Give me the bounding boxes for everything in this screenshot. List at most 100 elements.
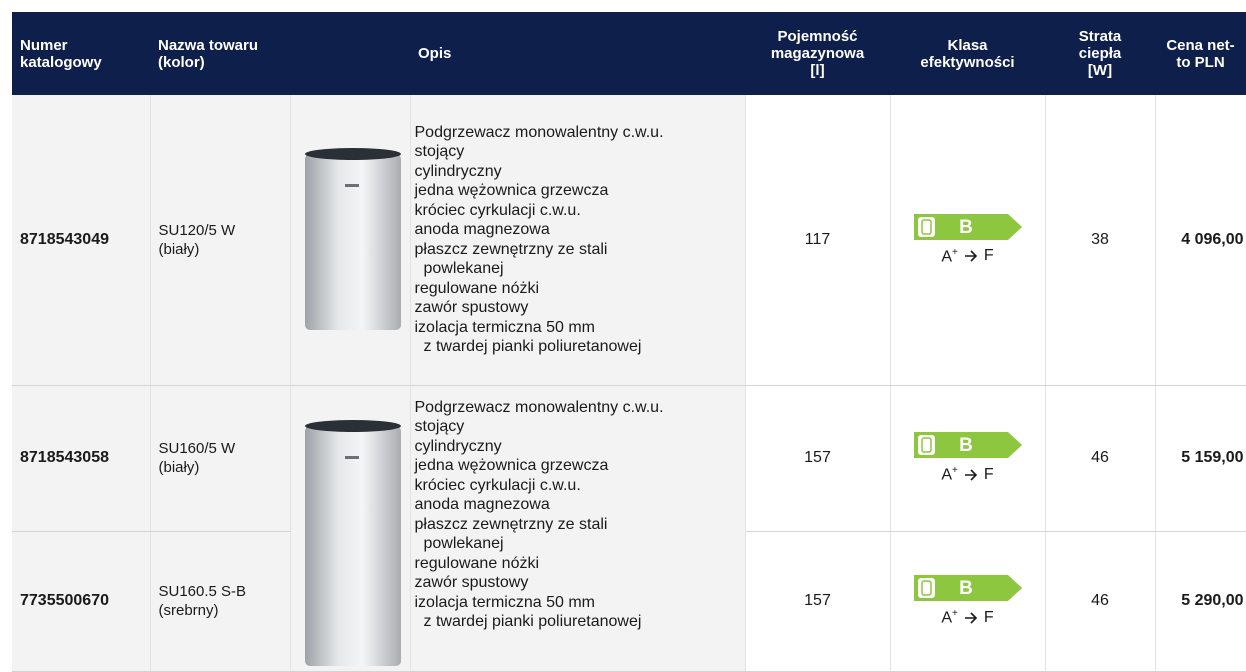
range-from: A+ [941,465,958,484]
efficiency-cell: B A+ F [890,95,1046,386]
image-cell [290,385,411,672]
description-text: jedna wężownica grzewcza [414,457,609,474]
header-text: Pojemność [777,28,858,45]
description-item: stojący [415,417,741,437]
product-color: (biały) [158,459,200,477]
heat-loss: 46 [1045,531,1156,672]
product-image [304,419,401,666]
efficiency-range: A+ F [914,608,1022,627]
energy-arrow: B [913,432,1022,459]
description-item: z twardej pianki poliuretanowej [415,612,741,632]
description-item: króciec cyrkulacji c.w.u. [415,201,741,221]
product-name: SU160.5 S-B [158,583,247,601]
range-arrow [964,469,977,481]
header-text: (kolor) [158,53,205,71]
table-row: 7735500670 SU160.5 S-B (srebrny) 157 B A+ F 46 5… [12,531,1246,672]
tank-icon-inner [920,218,932,235]
description-text: cylindryczny [414,437,502,455]
header-text: [l] [810,62,825,79]
class-text: B [959,217,973,238]
range-from: A+ [941,246,958,265]
product-name-cell: SU120/5 W (biały) [150,95,291,386]
range-from-sup: + [952,465,958,477]
product-name-cell: SU160/5 W (biały) [150,385,291,533]
header-text: Opis [418,45,452,62]
image-cell [290,95,411,386]
price: 5 290,00 [1155,531,1246,672]
range-to: F [983,465,994,483]
column-header: Cena net-to PLN [1155,12,1246,95]
description-text: zawór spustowy [414,574,529,591]
header-text: Klasa [947,36,988,54]
catalog-number: 8718543058 [12,385,151,533]
description-text: regulowane nóżki [414,279,540,297]
tank-icon-inner [920,580,932,596]
description-item: cylindryczny [415,162,741,182]
description-text: króciec cyrkulacji c.w.u. [414,476,581,494]
description-text: cylindryczny [414,162,502,180]
efficiency-range: A+ F [914,465,1022,484]
table-body: 8718543049 SU120/5 W (biały) Podgrzewacz mo… [12,95,1246,672]
description-cell: Podgrzewacz monowalentny c.w.u. stojący cy… [410,385,746,672]
tank-top [304,419,401,432]
description-text: z twardej pianki poliuretanowej [423,338,642,356]
description-item: regulowane nóżki [415,554,741,574]
capacity: 117 [745,95,891,386]
column-header: Numer katalogowy [12,12,150,95]
description-text: płaszcz zewnętrzny ze stali [414,240,608,258]
tank-logo [344,184,359,188]
description-cell: Podgrzewacz monowalentny c.w.u. stojący cy… [410,95,746,386]
description-text: anoda magnezowa [414,221,550,239]
description-item: płaszcz zewnętrzny ze stali [415,515,741,535]
header-text: katalogowy [20,53,102,71]
description-text: jedna wężownica grzewcza [414,182,609,200]
description-item: anoda magnezowa [415,495,741,515]
range-arrow [964,250,977,262]
price: 5 159,00 [1155,385,1246,533]
description-item: jedna wężownica grzewcza [415,456,741,476]
description-item: cylindryczny [415,437,741,457]
header-text: [W] [1087,62,1113,79]
description-text: izolacja termiczna 50 mm [414,593,596,611]
range-from: A+ [941,608,958,627]
tank-body [304,425,401,666]
column-header: Klasa efektywności [890,12,1045,95]
heat-loss: 38 [1045,95,1156,386]
class-text: B [959,578,973,599]
capacity: 157 [745,531,891,672]
price: 4 096,00 [1155,95,1246,386]
description-text: stojący [414,418,465,435]
product-name: SU160/5 W [158,440,236,458]
description-item: stojący [415,142,741,162]
range-to: F [983,247,994,265]
description-item: powlekanej [415,534,741,554]
column-header: Pojemność magazynowa [l] [745,12,890,95]
range-arrow [964,612,977,624]
description-text: stojący [414,143,465,161]
column-header: Strata ciepła [W] [1045,12,1155,95]
energy-label: B A+ F [913,575,1022,627]
tank-logo [344,455,359,459]
description-text: powlekanej [423,535,504,552]
column-header: Opis [410,12,745,95]
table-row: 8718543058 SU160/5 W (biały) Podgrzewacz mo… [12,385,1246,672]
class-arrow [913,432,1022,459]
description-item: anoda magnezowa [415,220,741,240]
efficiency-range: A+ F [914,247,1022,266]
efficiency-cell: B A+ F [890,385,1046,533]
energy-label: B A+ F [913,432,1022,484]
description-text: króciec cyrkulacji c.w.u. [414,201,581,219]
description-item: izolacja termiczna 50 mm [415,318,741,338]
description-item: powlekanej [415,259,741,279]
column-header: Nazwa towaru (kolor) [150,12,410,95]
description-item: z twardej pianki poliuretanowej [415,337,741,357]
efficiency-cell: B A+ F [890,531,1046,672]
product-color: (biały) [158,240,200,258]
description-text: izolacja termiczna 50 mm [414,318,596,336]
header-text: Nazwa towaru [158,36,259,54]
energy-label: B A+ F [913,213,1022,266]
header-text: magazynowa [770,45,865,62]
energy-arrow: B [913,575,1022,602]
header-text: efektywności [920,53,1015,71]
description-text: anoda magnezowa [414,496,550,513]
